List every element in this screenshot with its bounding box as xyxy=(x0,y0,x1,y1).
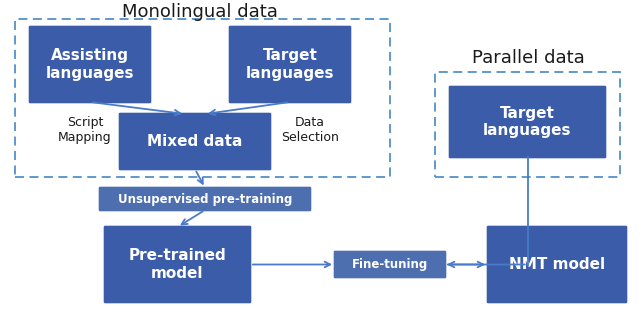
Text: Unsupervised pre-training: Unsupervised pre-training xyxy=(118,193,292,206)
Bar xyxy=(435,72,620,177)
Bar xyxy=(15,19,390,177)
Text: Pre-trained
model: Pre-trained model xyxy=(129,248,227,281)
Text: Fine-tuning: Fine-tuning xyxy=(352,258,428,271)
Text: Monolingual data: Monolingual data xyxy=(122,3,278,21)
FancyBboxPatch shape xyxy=(103,225,252,304)
Text: Mixed data: Mixed data xyxy=(147,134,243,149)
Text: Parallel data: Parallel data xyxy=(472,49,584,67)
Text: Target
languages: Target languages xyxy=(246,48,334,81)
Text: Script
Mapping: Script Mapping xyxy=(58,116,112,144)
FancyBboxPatch shape xyxy=(448,85,607,159)
FancyBboxPatch shape xyxy=(333,250,447,279)
Text: NMT model: NMT model xyxy=(509,257,605,272)
FancyBboxPatch shape xyxy=(28,25,152,104)
FancyBboxPatch shape xyxy=(118,112,272,171)
FancyBboxPatch shape xyxy=(98,186,312,212)
Text: Target
languages: Target languages xyxy=(483,106,572,138)
FancyBboxPatch shape xyxy=(486,225,628,304)
FancyBboxPatch shape xyxy=(228,25,352,104)
Text: Data
Selection: Data Selection xyxy=(281,116,339,144)
Text: Assisting
languages: Assisting languages xyxy=(45,48,134,81)
